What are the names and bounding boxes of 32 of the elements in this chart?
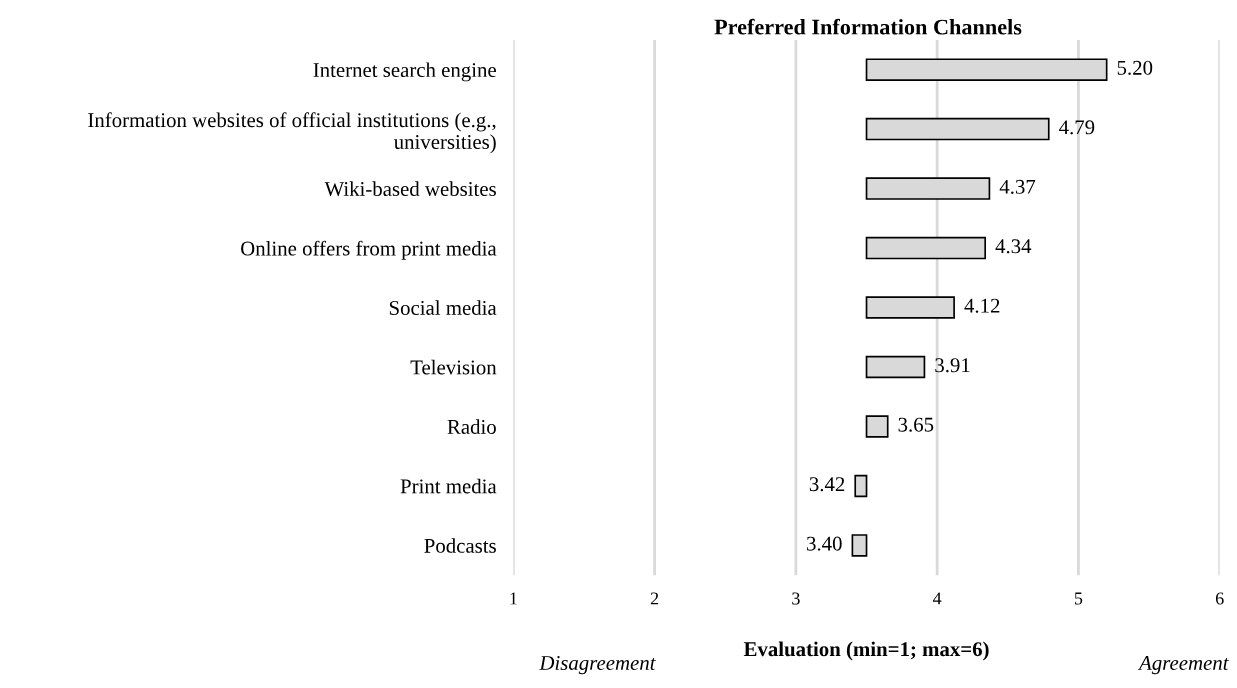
x-tick-label: 5 (1074, 592, 1083, 605)
bar (854, 474, 868, 498)
text: Agreement (1137, 656, 1229, 675)
data-label: 3.91 (935, 358, 970, 373)
y-tick-label: Radio (447, 419, 496, 434)
data-label: 4.34 (995, 239, 1032, 254)
data-label: 3.42 (809, 477, 845, 492)
x-tick-label: 6 (1215, 592, 1224, 605)
x-tick-label: 3 (792, 592, 800, 605)
bar (865, 415, 889, 438)
data-label: 4.79 (1059, 120, 1095, 135)
data-label: 5.20 (1117, 60, 1153, 75)
x-tick-label: 2 (650, 592, 659, 605)
y-tick-label: Podcasts (424, 538, 496, 553)
data-label: 4.12 (964, 298, 1000, 313)
x-axis-title: Evaluation (min=1; max=6) (743, 641, 989, 661)
y-tick-label: Wiki-based websites (324, 181, 496, 197)
y-tick-label: Information websites of official institutions (e.g., universities) (88, 112, 496, 154)
data-label: 3.40 (807, 536, 842, 551)
bar (865, 355, 926, 379)
y-tick-label: Social media (389, 300, 497, 315)
text: Disagreement (539, 656, 656, 675)
bar (851, 534, 868, 557)
y-tick-label: Print media (400, 478, 497, 494)
y-tick-label: Television (410, 359, 497, 375)
y-tick-label: Online offers from print media (241, 240, 497, 260)
data-label: 3.65 (898, 417, 934, 432)
data-label: 4.37 (999, 179, 1036, 194)
chart-title: Preferred Information Channels (714, 18, 1022, 35)
x-tick-label: 1 (510, 592, 517, 605)
x-tick-label: 4 (932, 592, 942, 605)
y-tick-label: Internet search engine (313, 62, 496, 82)
